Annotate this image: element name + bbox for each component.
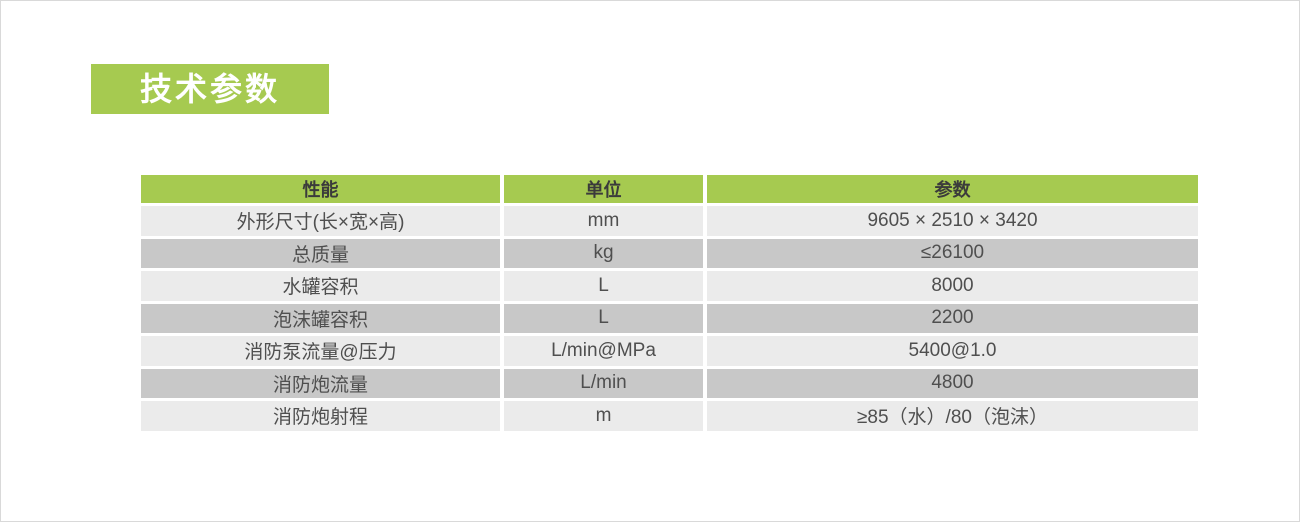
unit-cell: mm — [504, 206, 703, 236]
column-header-unit: 单位 — [504, 175, 703, 203]
spec-table: 性能 单位 参数 外形尺寸(长×宽×高) mm 9605 × 2510 × 34… — [141, 175, 1198, 431]
section-title: 技术参数 — [139, 71, 280, 107]
value-cell: 9605 × 2510 × 3420 — [707, 206, 1198, 236]
unit-cell: m — [504, 401, 703, 431]
value-cell: 5400@1.0 — [707, 336, 1198, 366]
property-cell: 消防炮流量 — [141, 368, 500, 398]
value-cell: 8000 — [707, 271, 1198, 301]
value-cell: ≥85（水）/80（泡沫） — [707, 401, 1198, 431]
unit-cell: L — [504, 271, 703, 301]
property-cell: 消防泵流量@压力 — [141, 336, 500, 366]
unit-cell: kg — [504, 238, 703, 268]
property-cell: 总质量 — [141, 238, 500, 268]
property-cell: 泡沫罐容积 — [141, 303, 500, 333]
unit-cell: L — [504, 303, 703, 333]
value-cell: 2200 — [707, 303, 1198, 333]
column-header-property: 性能 — [141, 175, 500, 203]
value-cell: ≤26100 — [707, 238, 1198, 268]
section-title-block: 技术参数 — [91, 64, 329, 114]
value-cell: 4800 — [707, 368, 1198, 398]
property-cell: 外形尺寸(长×宽×高) — [141, 206, 500, 236]
property-cell: 水罐容积 — [141, 271, 500, 301]
property-cell: 消防炮射程 — [141, 401, 500, 431]
column-header-value: 参数 — [707, 175, 1198, 203]
unit-cell: L/min — [504, 368, 703, 398]
unit-cell: L/min@MPa — [504, 336, 703, 366]
